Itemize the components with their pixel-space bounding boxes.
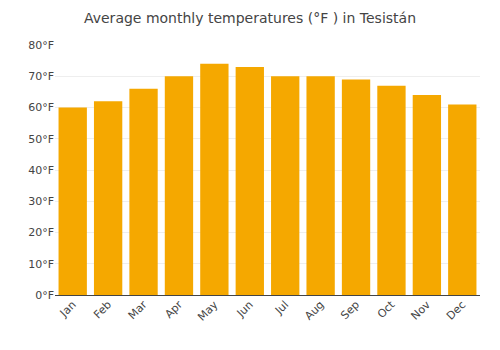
svg-text:Sep: Sep [338,298,362,322]
svg-text:Nov: Nov [409,298,434,323]
svg-text:30°F: 30°F [28,195,54,208]
svg-text:Apr: Apr [162,298,185,321]
svg-text:20°F: 20°F [28,226,54,239]
svg-text:Jan: Jan [57,298,79,320]
svg-text:Jul: Jul [272,298,291,317]
svg-text:50°F: 50°F [28,133,54,146]
svg-text:Aug: Aug [302,298,326,322]
svg-text:0°F: 0°F [35,289,54,302]
svg-text:Mar: Mar [126,298,150,322]
svg-text:10°F: 10°F [28,258,54,271]
svg-text:Jun: Jun [234,298,256,320]
svg-text:80°F: 80°F [28,39,54,52]
svg-text:40°F: 40°F [28,164,54,177]
svg-text:70°F: 70°F [28,70,54,83]
svg-text:Average monthly temperatures (: Average monthly temperatures (°F ) in Te… [84,10,416,26]
svg-text:May: May [195,298,221,324]
svg-text:Feb: Feb [91,298,114,321]
svg-text:Oct: Oct [375,298,398,321]
svg-text:Dec: Dec [444,298,468,322]
svg-text:60°F: 60°F [28,101,54,114]
